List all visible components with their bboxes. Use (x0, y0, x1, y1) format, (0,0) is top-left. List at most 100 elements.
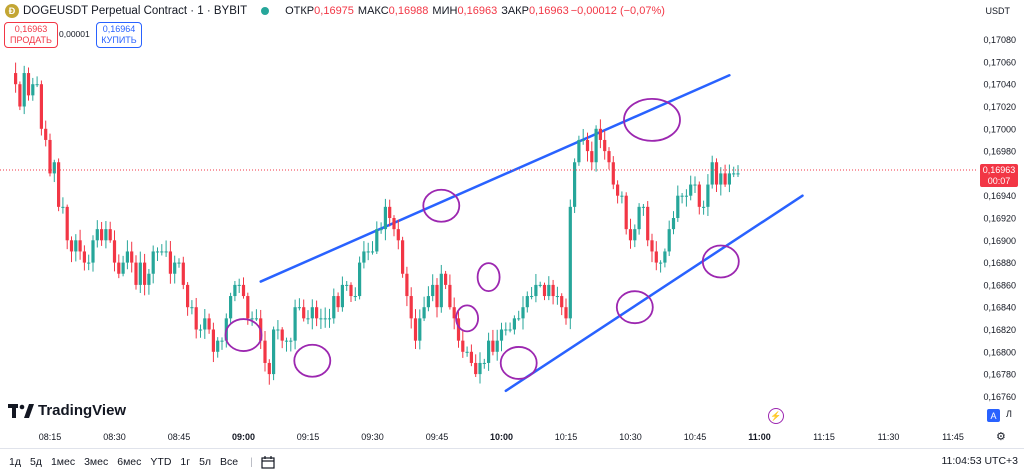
candle-body (186, 284, 190, 308)
candle-body (671, 218, 676, 230)
timeframe-ytd[interactable]: YTD (150, 456, 172, 468)
circle-annotation[interactable] (476, 262, 501, 292)
timeframe-5y[interactable]: 5л (199, 456, 212, 468)
candle-body (203, 318, 207, 330)
buy-button[interactable]: 0,16964 КУПИТЬ (96, 22, 142, 48)
candle (147, 268, 151, 295)
candle-body (69, 240, 74, 252)
candle (702, 200, 706, 215)
candle-body (710, 162, 714, 185)
circle-annotation[interactable] (499, 346, 538, 380)
timeframe-6m[interactable]: 6мес (117, 456, 142, 468)
price-tick-label: 0,16780 (983, 370, 1016, 380)
candle (426, 286, 430, 312)
candle (323, 307, 327, 328)
candle (732, 166, 736, 178)
candle (375, 221, 379, 254)
candle-body (168, 251, 172, 274)
candle (594, 125, 598, 172)
candle-body (284, 340, 289, 342)
flash-icon[interactable]: ⚡ (768, 408, 784, 424)
candle-body (52, 162, 56, 174)
candle (461, 330, 465, 358)
candle-body (706, 184, 710, 207)
price-axis[interactable]: 0,17080 0,17060 0,17040 0,17020 0,17000 0,169… (983, 35, 1016, 402)
candle-body (57, 162, 61, 207)
trendline-lower[interactable] (504, 194, 804, 393)
circle-annotation[interactable] (615, 290, 654, 325)
timeframe-1m[interactable]: 1мес (50, 456, 76, 468)
clock-timezone[interactable]: 11:04:53 UTC+3 (941, 455, 1018, 467)
sell-button[interactable]: 0,16963 ПРОДАТЬ (4, 22, 58, 48)
time-tick-label: 09:15 (297, 432, 320, 442)
candle-body (487, 340, 491, 363)
time-tick-label: 11:45 (942, 432, 964, 442)
buy-price: 0,16964 (102, 24, 136, 34)
candle-body (121, 262, 125, 274)
symbol-title[interactable]: DOGEUSDT Perpetual Contract · 1 · BYBIT (23, 5, 248, 17)
candle-body (323, 318, 327, 320)
timeframe-all[interactable]: Все (220, 456, 239, 468)
candle (173, 255, 177, 284)
dogecoin-icon[interactable]: Ð (5, 4, 19, 18)
candle (35, 76, 39, 88)
candle-body (358, 262, 362, 297)
candle (138, 251, 142, 294)
circle-annotation[interactable] (293, 343, 332, 378)
candle-body (598, 128, 602, 140)
candle (121, 255, 125, 277)
log-scale-button[interactable]: Л (1006, 409, 1012, 419)
circle-annotation[interactable] (455, 304, 480, 333)
candle (216, 337, 220, 358)
candle-body (26, 73, 31, 96)
candle-body (508, 329, 512, 331)
candle-body (624, 195, 628, 230)
candle (302, 299, 306, 322)
market-open-icon (261, 7, 270, 15)
circle-annotation[interactable] (224, 318, 263, 352)
candle (130, 241, 134, 273)
candle-body (547, 284, 551, 297)
time-axis[interactable]: 08:15 08:30 08:45 09:00 09:15 09:30 09:45 10:00… (39, 432, 964, 442)
candle-body (714, 162, 719, 185)
last-price-value: 0,16963 (982, 164, 1016, 175)
currency-selector[interactable]: USDT (985, 6, 1011, 16)
candle-body (31, 84, 35, 96)
price-tick-label: 0,16840 (983, 303, 1016, 313)
candle-body (611, 162, 615, 185)
candle-body (143, 262, 147, 285)
timeframe-5d[interactable]: 5д (29, 456, 42, 468)
tradingview-logo[interactable]: TradingView (8, 402, 126, 419)
candle (379, 222, 383, 234)
candle-body (719, 173, 723, 185)
candle-body (177, 262, 181, 264)
candle-body (250, 318, 254, 320)
circle-annotation[interactable] (623, 97, 681, 142)
timeframe-1y[interactable]: 1г (180, 456, 191, 468)
auto-scale-button[interactable]: A (987, 409, 1000, 422)
candle-body (164, 251, 168, 253)
timeframe-1d[interactable]: 1д (9, 456, 21, 468)
date-range-icon[interactable] (261, 455, 275, 469)
candle (418, 309, 422, 350)
candle (220, 337, 224, 350)
timeframe-3m[interactable]: 3мес (84, 456, 109, 468)
last-price-tag: 0,16963 00:07 (980, 164, 1018, 187)
candle (671, 211, 676, 235)
candle-body (551, 284, 555, 297)
candle (521, 296, 525, 330)
candle (405, 266, 409, 307)
candle-body (405, 273, 409, 297)
circle-annotation[interactable] (701, 244, 740, 279)
candle-body (147, 273, 151, 285)
candle-body (697, 184, 701, 207)
candle-body (173, 262, 177, 274)
candle (237, 278, 241, 293)
candle-body (431, 284, 435, 297)
circle-annotation[interactable] (422, 188, 461, 223)
trendline-upper[interactable] (259, 74, 731, 283)
settings-gear-icon[interactable]: ⚙ (996, 431, 1006, 443)
candle-body (353, 296, 357, 298)
candle (229, 292, 233, 324)
